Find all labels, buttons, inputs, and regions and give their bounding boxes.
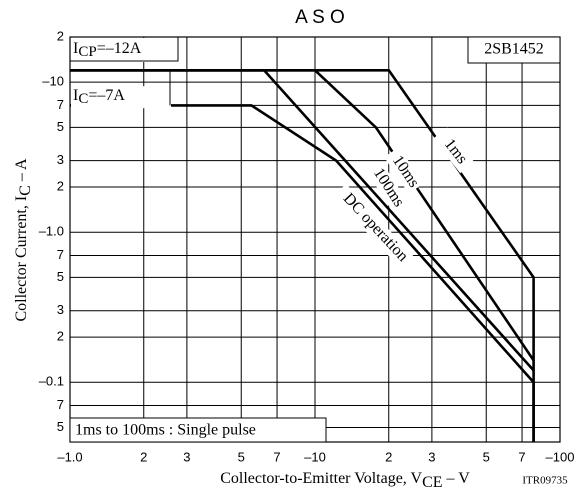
text-part: CP [78,44,96,60]
text-part: I [73,40,78,57]
y-axis-label: Collector Current, IC – A [13,158,34,322]
x-tick-label: –100 [546,449,575,464]
note-box [69,417,327,443]
icp-label: ICP=–12A [73,40,142,61]
annotation-bg [71,38,179,62]
x-tick-label: –10 [304,449,326,464]
text-part: I [73,87,78,104]
y-tick-label: 7 [57,397,64,412]
y-tick-label: –0.1 [39,374,64,389]
y-tick-label: 3 [57,152,64,167]
y-tick-label: 5 [57,119,64,134]
label-bg [433,127,475,174]
y-tick-label: 7 [57,97,64,112]
x-axis-label: Collector-to-Emitter Voltage, VCE – V [220,470,470,491]
x-tick-label: 7 [518,449,525,464]
y-tick-label: 2 [57,28,64,43]
figure-code: ITR09735 [522,475,568,487]
x-tick-label: 7 [273,449,280,464]
part-box [467,36,561,64]
bracket [70,37,179,62]
y-tick-label: 5 [57,269,64,284]
y-tick-label: –1.0 [39,224,64,239]
series-line [70,69,535,372]
y-tick-label: 3 [57,302,64,317]
x-tick-label: 5 [238,449,245,464]
x-tick-label: 2 [385,449,392,464]
y-tick-label: 2 [57,329,64,344]
part-number: 2SB1452 [484,41,544,58]
y-tick-label: 7 [57,247,64,262]
y-tick-label: 5 [57,419,64,434]
y-tick-label: 2 [57,178,64,193]
x-tick-label: 2 [140,449,147,464]
series-line [70,104,535,442]
label-bg [367,162,407,210]
label-bg [384,147,424,194]
x-tick-label: 5 [483,449,490,464]
x-tick-label: 3 [428,449,435,464]
note: 1ms to 100ms : Single pulse [75,422,256,439]
text-part: =–7A [88,87,125,104]
annotation-bg [71,86,171,109]
text-part: C [78,92,88,108]
label-bg [332,183,415,270]
text-part: =–12A [97,40,142,57]
chart-title: A S O [295,7,345,28]
ic-label: IC=–7A [73,87,125,108]
x-tick-label: –1.0 [57,449,82,464]
x-tick-label: 3 [183,449,190,464]
y-tick-label: –10 [42,74,64,89]
